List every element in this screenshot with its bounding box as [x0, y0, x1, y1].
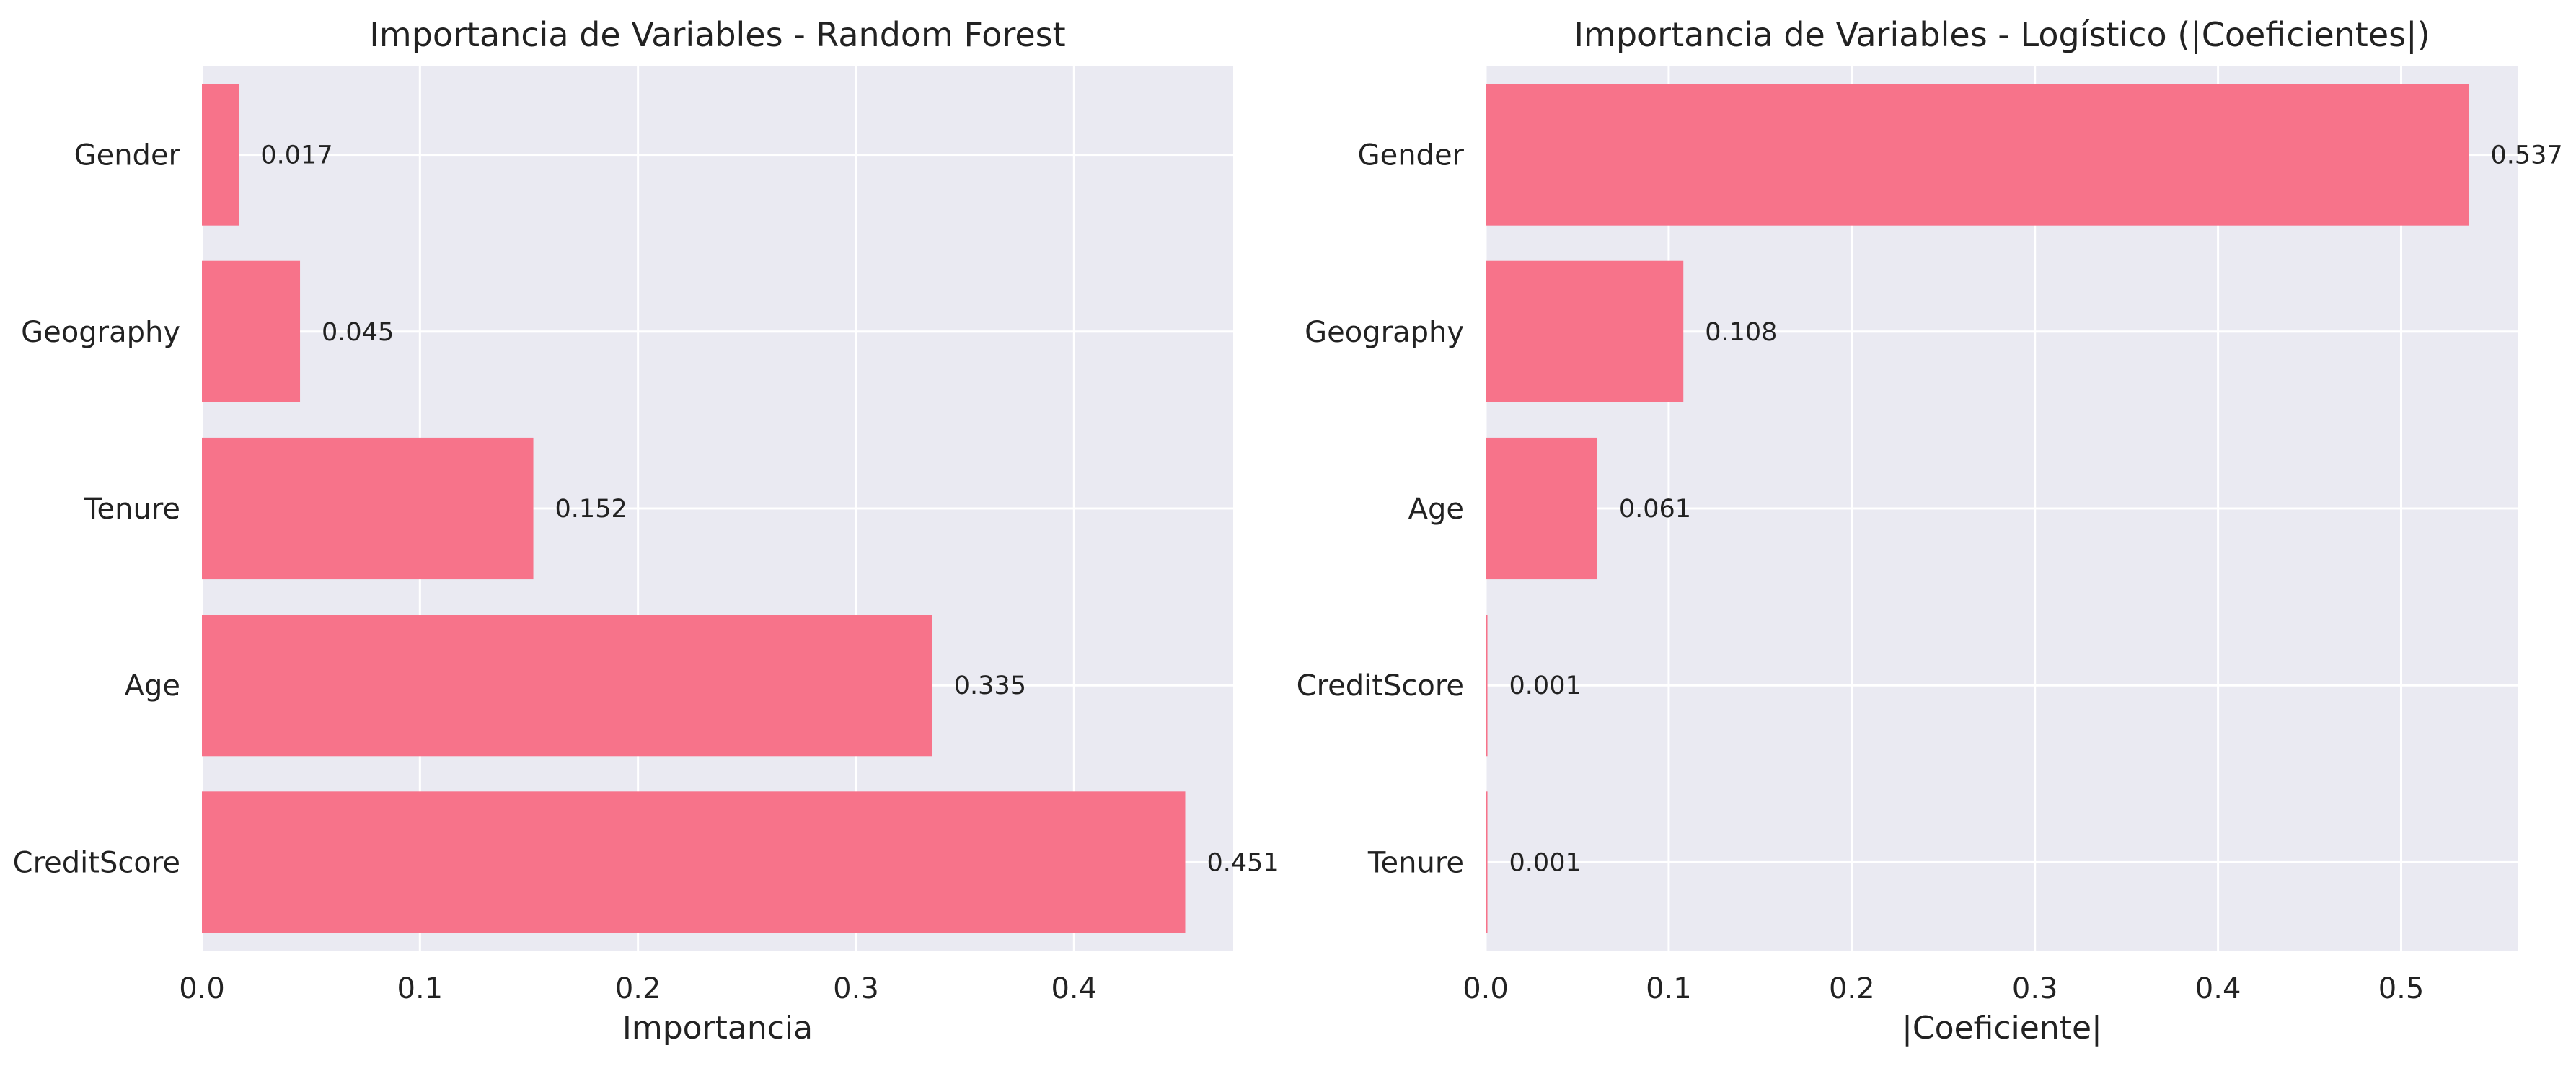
bar-value-label: 0.152 [555, 495, 627, 524]
x-axis-label: |Coeficiente| [1902, 1010, 2102, 1047]
x-axis-label: Importancia [622, 1010, 813, 1047]
y-tick-label: Gender [74, 139, 181, 172]
bar-value-label: 0.108 [1705, 318, 1777, 347]
bar-value-label: 0.045 [322, 318, 394, 347]
bar-value-label: 0.017 [260, 141, 332, 170]
bar [1486, 615, 1488, 757]
y-tick-label: Age [125, 669, 180, 702]
x-tick-label: 0.3 [2012, 972, 2058, 1005]
bar-value-label: 0.335 [954, 671, 1026, 700]
x-tick-label: 0.2 [615, 972, 661, 1005]
y-tick-label: CreditScore [1297, 669, 1464, 702]
chart-title: Importancia de Variables - Logístico (|C… [1574, 15, 2430, 55]
x-tick-label: 0.1 [397, 972, 444, 1005]
x-tick-label: 0.1 [1646, 972, 1692, 1005]
x-tick-label: 0.3 [833, 972, 879, 1005]
bar-value-label: 0.001 [1509, 671, 1582, 700]
bar-value-label: 0.451 [1207, 848, 1279, 877]
y-tick-label: Tenure [1367, 846, 1464, 879]
logistic-chart: Gender 0.537 Geography 0.108 Age 0.061 CreditS… [1297, 15, 2563, 1047]
bar-value-label: 0.001 [1509, 848, 1582, 877]
x-tick-label: 0.0 [179, 972, 225, 1005]
x-tick-label: 0.4 [1051, 972, 1097, 1005]
y-tick-label: CreditScore [13, 846, 180, 879]
chart-title: Importancia de Variables - Random Forest [369, 15, 1065, 54]
bar [202, 437, 534, 580]
bar [202, 615, 932, 757]
y-tick-label: Tenure [84, 493, 180, 526]
y-tick-label: Geography [21, 316, 180, 349]
bar [1486, 84, 2469, 226]
x-tick-label: 0.0 [1463, 972, 1509, 1005]
bar [202, 84, 239, 226]
bar [202, 260, 301, 402]
bar [1486, 437, 1597, 580]
y-tick-label: Age [1408, 493, 1464, 526]
x-tick-label: 0.2 [1829, 972, 1875, 1005]
y-tick-label: Gender [1358, 139, 1465, 172]
x-tick-label: 0.5 [2378, 972, 2425, 1005]
bar-value-label: 0.061 [1619, 495, 1691, 524]
bar [1486, 791, 1488, 933]
random-forest-chart: Gender 0.017 Geography 0.045 Tenure 0.152 Age 0… [13, 15, 1279, 1047]
y-tick-label: Geography [1305, 316, 1464, 349]
bar [1486, 260, 1684, 402]
bar-value-label: 0.537 [2490, 141, 2562, 170]
x-tick-label: 0.4 [2195, 972, 2241, 1005]
bar [202, 791, 1186, 933]
